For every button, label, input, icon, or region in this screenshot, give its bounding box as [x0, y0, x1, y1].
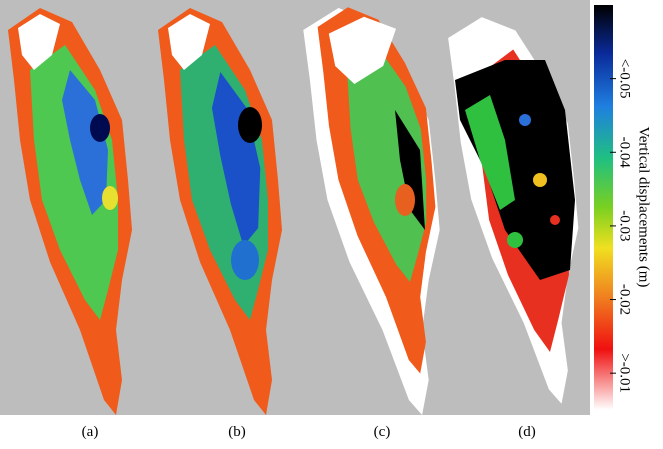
- colorbar-tick-label: -0.04: [617, 137, 633, 169]
- panel-a-image: [8, 8, 132, 415]
- colorbar-tick-label: >-0.01: [617, 353, 633, 393]
- colorbar-tick-label: -0.02: [617, 284, 633, 315]
- panel-d-image: [448, 17, 579, 404]
- panel-c-image: [303, 7, 440, 415]
- panel-label: (c): [374, 424, 391, 440]
- colorbar-ticks: <-0.05 -0.04 -0.03 -0.02 >-0.01: [610, 59, 633, 393]
- panel-label: (b): [228, 424, 246, 440]
- panel-b-image: [158, 8, 282, 415]
- colorbar: [594, 5, 613, 410]
- panel-label: (d): [518, 424, 536, 440]
- panel-label: (a): [82, 424, 99, 440]
- colorbar-tick-label: <-0.05: [617, 59, 633, 99]
- colorbar-label: Vertical displacements (m): [636, 127, 652, 288]
- colorbar-tick-label: -0.03: [617, 210, 633, 241]
